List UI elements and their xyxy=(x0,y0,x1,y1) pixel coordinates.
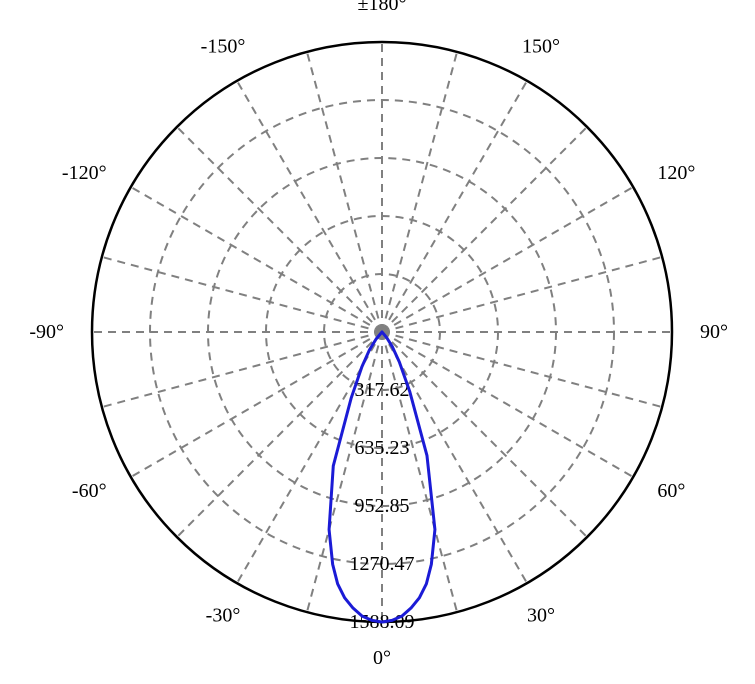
angle-label: -60° xyxy=(72,480,107,502)
radial-label: 1270.47 xyxy=(350,553,415,575)
angle-label: 60° xyxy=(657,480,685,502)
angle-label: 0° xyxy=(373,647,391,669)
angle-label: -150° xyxy=(201,36,246,58)
radial-label: 635.23 xyxy=(355,437,410,459)
angle-label: -90° xyxy=(29,321,64,343)
angle-label: -30° xyxy=(206,604,241,626)
angle-label: 90° xyxy=(700,321,728,343)
radial-label: 952.85 xyxy=(355,495,410,517)
radial-label: 317.62 xyxy=(355,379,410,401)
angle-label: 120° xyxy=(657,162,695,184)
angle-label: 150° xyxy=(522,36,560,58)
angle-label: 30° xyxy=(527,604,555,626)
angle-label: -120° xyxy=(62,162,107,184)
angle-label: ±180° xyxy=(358,0,407,15)
polar-chart: ±180° 150° 120° 90° 60° 30° 0° -30° -60° -90° -120… xyxy=(0,0,755,684)
